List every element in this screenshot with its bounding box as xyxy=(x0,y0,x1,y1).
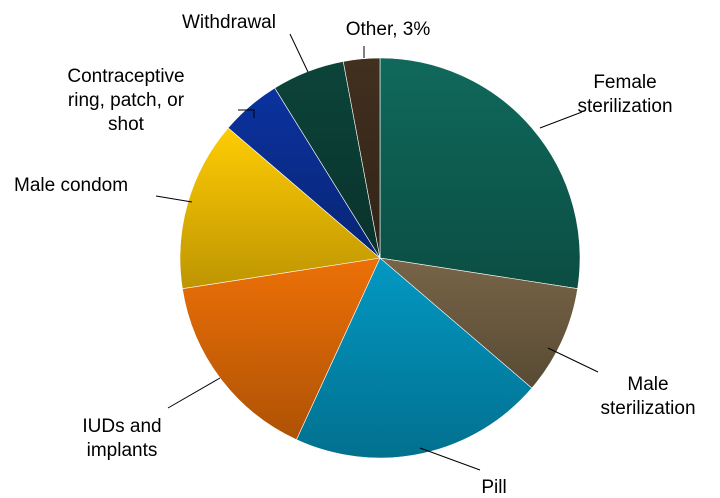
slice-label-female-sterilization: Female sterilization xyxy=(577,72,672,117)
pie-slice-male-condom xyxy=(179,127,381,290)
slice-label-line: Contraceptive xyxy=(67,66,184,87)
leader-line-contraceptive-ring-patch-or-shot xyxy=(238,109,255,118)
slice-label-contraceptive-ring-patch-or-shot: Contraceptive ring, patch, or shot xyxy=(67,66,184,135)
slice-label-line: shot xyxy=(108,114,145,135)
leader-lines xyxy=(155,33,599,471)
slice-label-line: Other, 3% xyxy=(346,19,431,40)
leader-line-male-condom xyxy=(155,195,193,203)
slice-label-line: Female xyxy=(593,72,656,93)
slice-label-iuds-and-implants: IUDs and implants xyxy=(82,416,161,461)
slice-label-line: ring, patch, or xyxy=(68,90,185,111)
slice-label-line: sterilization xyxy=(600,398,695,419)
pie-slice-male-sterilization xyxy=(379,257,578,389)
slice-label-line: sterilization xyxy=(577,96,672,117)
slice-label-line: IUDs and xyxy=(82,416,161,437)
pie-slices xyxy=(179,57,581,459)
leader-line-iuds-and-implants xyxy=(167,377,221,409)
leader-line-pill xyxy=(419,447,481,471)
slice-label-other: Other, 3% xyxy=(346,19,431,40)
slice-label-withdrawal: Withdrawal xyxy=(182,12,276,33)
pie-slice-female-sterilization xyxy=(379,57,581,290)
slice-label-male-condom: Male condom xyxy=(14,175,128,196)
slice-label-line: Male condom xyxy=(14,175,128,196)
leader-line-male-sterilization xyxy=(547,347,599,373)
slice-label-pill: Pill xyxy=(481,477,506,498)
slice-label-line: implants xyxy=(87,440,158,461)
slice-label-male-sterilization: Male sterilization xyxy=(600,374,695,419)
pie-slice-pill xyxy=(296,257,533,459)
pie-slice-other xyxy=(342,57,381,259)
slice-label-line: Pill xyxy=(481,477,506,498)
leader-line-withdrawal xyxy=(289,33,309,73)
slice-label-line: Male xyxy=(627,374,668,395)
pie-slice-iuds-and-implants xyxy=(182,257,381,441)
slice-labels: Female sterilization Male sterilization Pill… xyxy=(14,12,696,498)
leader-line-female-sterilization xyxy=(539,111,583,129)
slice-label-line: Withdrawal xyxy=(182,12,276,33)
